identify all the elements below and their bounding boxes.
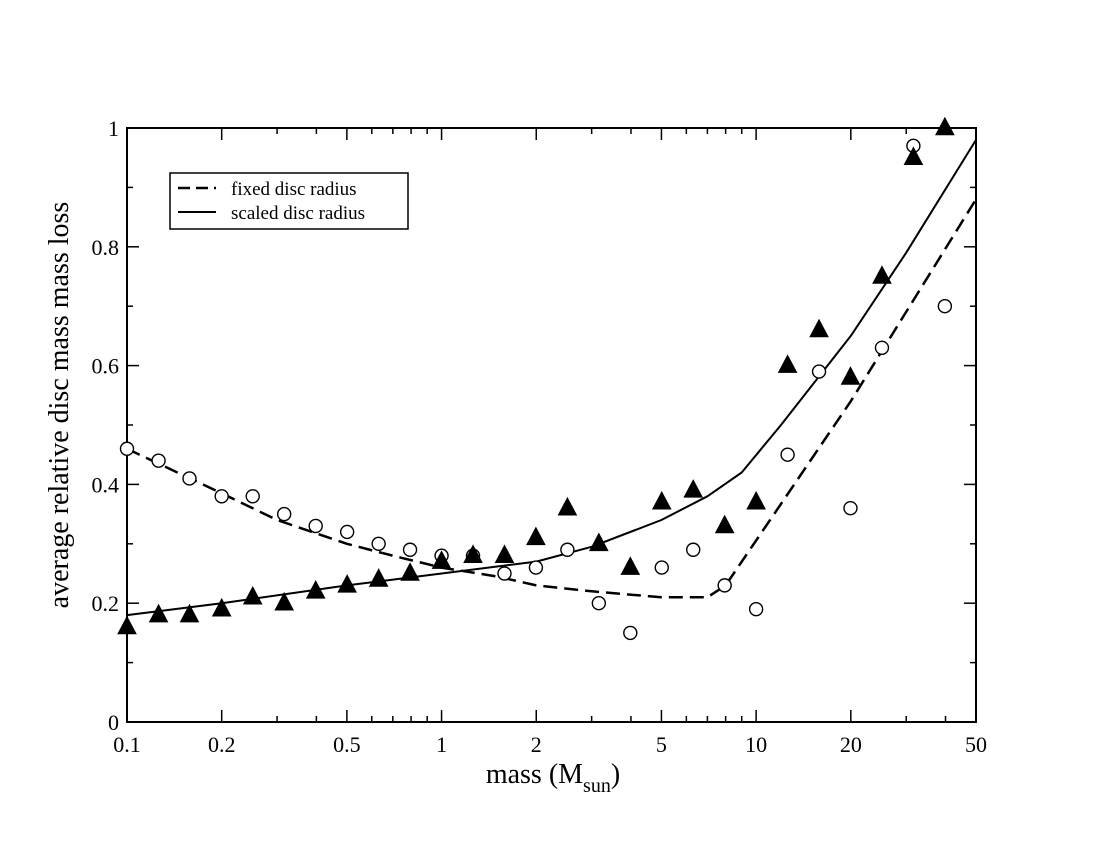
- triangle-point: [903, 146, 924, 165]
- circle-point: [591, 596, 607, 611]
- triangle-point: [117, 615, 137, 635]
- triangle-point: [809, 318, 829, 338]
- triangle-point: [589, 532, 609, 552]
- triangle-point: [494, 544, 515, 563]
- triangle-point: [337, 574, 357, 593]
- circle-point: [497, 566, 512, 581]
- circle-point: [937, 299, 953, 314]
- triangle-point: [305, 580, 326, 599]
- circle-point: [654, 560, 669, 575]
- triangle-point: [935, 116, 955, 136]
- circle-point: [276, 506, 292, 522]
- y-tick-label: 0.2: [92, 591, 120, 616]
- triangle-point: [872, 265, 892, 284]
- legend: fixed disc radius scaled disc radius: [169, 172, 409, 230]
- x-tick-label: 2: [531, 732, 542, 757]
- x-tick-label: 0.5: [333, 732, 361, 757]
- circle-point: [119, 441, 135, 456]
- triangle-point: [714, 514, 735, 534]
- triangle-point: [463, 544, 483, 563]
- triangle-point: [400, 562, 420, 581]
- x-tick-label: 0.1: [113, 732, 141, 757]
- x-tick-label: 50: [965, 732, 987, 757]
- circle-point: [686, 542, 701, 557]
- x-tick-label: 1: [436, 732, 447, 757]
- triangle-point: [746, 490, 766, 510]
- triangle-point: [274, 591, 295, 611]
- circle-point: [402, 542, 418, 557]
- triangle-point: [148, 603, 169, 623]
- legend-box: [169, 172, 409, 230]
- circle-point: [151, 453, 166, 468]
- circle-point: [843, 500, 858, 516]
- data-points: [117, 116, 955, 641]
- y-tick-label: 0: [108, 710, 119, 735]
- circle-point: [780, 447, 795, 462]
- x-axis-title-main: mass (M: [486, 759, 583, 790]
- circle-point: [371, 536, 386, 551]
- circle-point: [528, 560, 544, 575]
- x-tick-label: 0.2: [208, 732, 236, 757]
- circle-point: [717, 578, 732, 593]
- fixed-disc-radius-line: [126, 198, 978, 599]
- triangle-point: [211, 597, 232, 617]
- circle-point: [182, 471, 197, 486]
- axis-ticks: [126, 127, 977, 723]
- y-axis-title: average relative disc mass mass loss: [44, 202, 75, 609]
- x-tick-label: 20: [840, 732, 862, 757]
- triangle-point: [777, 354, 798, 373]
- x-tick-label: 5: [656, 732, 667, 757]
- circle-point: [874, 340, 890, 355]
- legend-label-scaled: scaled disc radius: [231, 203, 365, 224]
- triangle-point: [526, 526, 546, 546]
- circle-point: [214, 489, 229, 504]
- y-tick-label: 0.4: [92, 472, 120, 497]
- circle-point: [245, 489, 260, 504]
- triangle-point: [431, 550, 452, 569]
- circle-point: [308, 518, 323, 534]
- circle-point: [339, 524, 355, 540]
- circle-point: [560, 542, 575, 557]
- triangle-point: [557, 496, 578, 516]
- legend-label-fixed: fixed disc radius: [231, 179, 357, 200]
- triangle-point: [620, 556, 641, 575]
- triangle-point: [840, 366, 861, 385]
- x-tick-label: 10: [745, 732, 767, 757]
- circle-point: [748, 601, 764, 617]
- y-tick-label: 1: [108, 116, 119, 141]
- circle-point: [811, 364, 827, 379]
- axis-tick-labels: 0.1 0.2 0.5 1 2 5 10 20 50 0 0.2 0.4 0.6 0.8 1: [92, 116, 988, 757]
- circle-point: [623, 625, 638, 641]
- triangle-point: [651, 490, 672, 510]
- y-tick-label: 0.8: [92, 235, 120, 260]
- triangle-point: [368, 568, 389, 587]
- x-axis-title-close: ): [611, 759, 620, 790]
- triangle-point: [683, 479, 704, 498]
- triangle-point: [179, 603, 200, 623]
- triangle-point: [242, 585, 263, 605]
- x-axis-title: mass (Msun): [486, 759, 620, 797]
- y-tick-label: 0.6: [92, 354, 120, 379]
- x-axis-title-subscript: sun: [583, 775, 611, 797]
